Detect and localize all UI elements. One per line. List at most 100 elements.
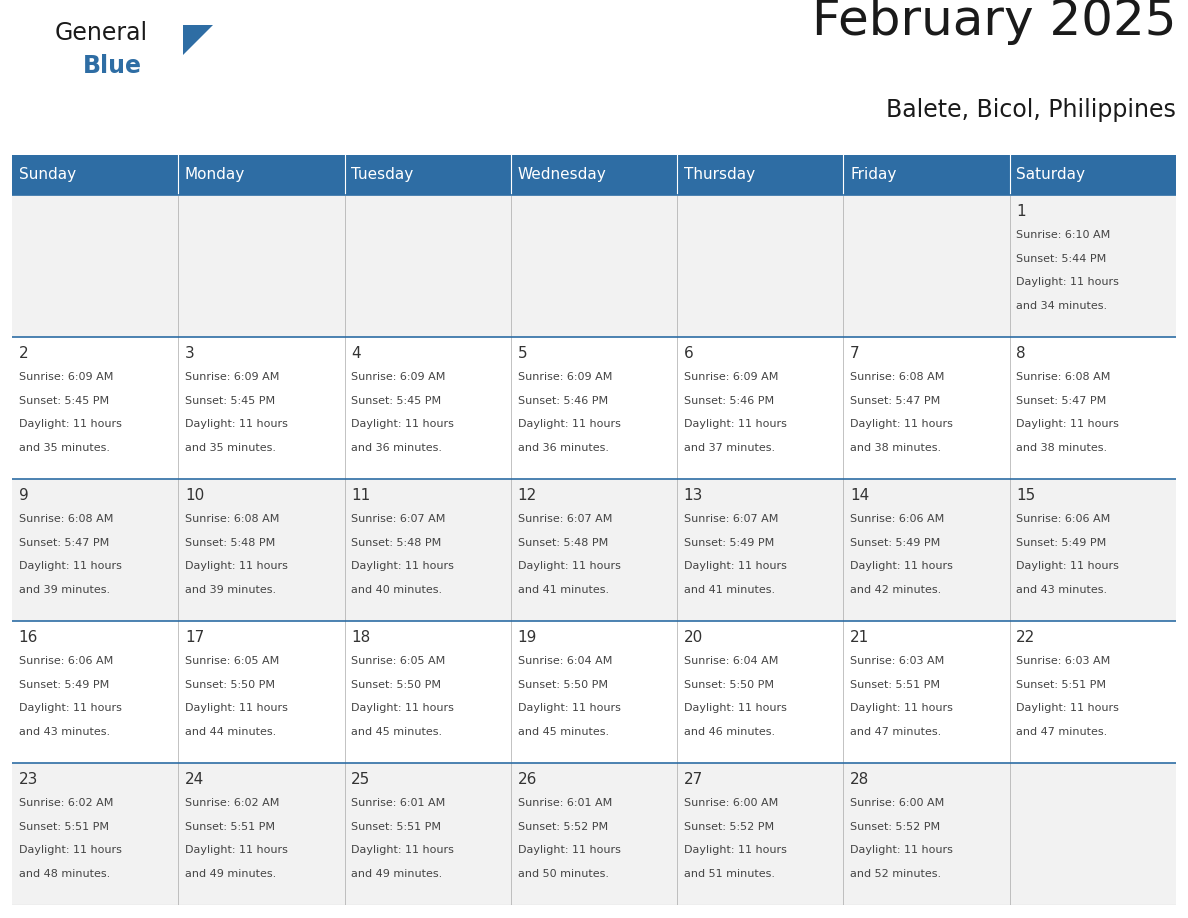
Text: Daylight: 11 hours: Daylight: 11 hours [19,562,121,571]
Text: Wednesday: Wednesday [518,167,606,183]
Text: 27: 27 [684,771,703,787]
Text: 16: 16 [19,630,38,644]
Text: Sunrise: 6:10 AM: Sunrise: 6:10 AM [1017,230,1111,241]
Text: Balete, Bicol, Philippines: Balete, Bicol, Philippines [886,98,1176,122]
Text: Sunrise: 6:05 AM: Sunrise: 6:05 AM [352,656,446,666]
Text: 6: 6 [684,345,694,361]
Text: 14: 14 [851,487,870,502]
Text: Saturday: Saturday [1017,167,1086,183]
Bar [12,337,1176,479]
Text: Daylight: 11 hours: Daylight: 11 hours [185,703,287,713]
Text: Sunrise: 6:07 AM: Sunrise: 6:07 AM [518,514,612,524]
Text: Sunset: 5:46 PM: Sunset: 5:46 PM [518,396,607,406]
Text: Daylight: 11 hours: Daylight: 11 hours [684,420,786,430]
Text: Sunrise: 6:02 AM: Sunrise: 6:02 AM [19,799,113,809]
Text: Daylight: 11 hours: Daylight: 11 hours [352,703,454,713]
Text: and 37 minutes.: and 37 minutes. [684,442,775,453]
Text: Daylight: 11 hours: Daylight: 11 hours [518,420,620,430]
Text: 7: 7 [851,345,860,361]
Text: and 45 minutes.: and 45 minutes. [518,727,608,737]
Text: Sunset: 5:47 PM: Sunset: 5:47 PM [851,396,941,406]
Text: Sunrise: 6:09 AM: Sunrise: 6:09 AM [19,373,113,383]
Text: Sunset: 5:49 PM: Sunset: 5:49 PM [684,538,775,548]
Text: Sunrise: 6:06 AM: Sunrise: 6:06 AM [1017,514,1111,524]
Text: Sunset: 5:51 PM: Sunset: 5:51 PM [185,822,274,832]
Text: Daylight: 11 hours: Daylight: 11 hours [19,420,121,430]
Text: Daylight: 11 hours: Daylight: 11 hours [185,562,287,571]
Text: Sunset: 5:49 PM: Sunset: 5:49 PM [1017,538,1106,548]
Text: and 44 minutes.: and 44 minutes. [185,727,276,737]
Text: Daylight: 11 hours: Daylight: 11 hours [1017,562,1119,571]
Text: Sunset: 5:50 PM: Sunset: 5:50 PM [352,680,441,690]
Text: Sunset: 5:52 PM: Sunset: 5:52 PM [684,822,773,832]
Text: 3: 3 [185,345,195,361]
Text: Daylight: 11 hours: Daylight: 11 hours [1017,420,1119,430]
Text: Sunrise: 6:01 AM: Sunrise: 6:01 AM [518,799,612,809]
Text: Sunset: 5:50 PM: Sunset: 5:50 PM [684,680,773,690]
Text: Sunset: 5:47 PM: Sunset: 5:47 PM [1017,396,1106,406]
Text: Sunset: 5:45 PM: Sunset: 5:45 PM [185,396,276,406]
Text: and 34 minutes.: and 34 minutes. [1017,301,1107,311]
Text: Daylight: 11 hours: Daylight: 11 hours [518,703,620,713]
Text: Sunset: 5:52 PM: Sunset: 5:52 PM [518,822,607,832]
Text: Monday: Monday [185,167,245,183]
Text: and 41 minutes.: and 41 minutes. [518,585,608,595]
Text: Daylight: 11 hours: Daylight: 11 hours [19,703,121,713]
Text: Sunrise: 6:09 AM: Sunrise: 6:09 AM [684,373,778,383]
Text: Daylight: 11 hours: Daylight: 11 hours [352,562,454,571]
Text: Daylight: 11 hours: Daylight: 11 hours [352,420,454,430]
Text: 4: 4 [352,345,361,361]
Text: and 43 minutes.: and 43 minutes. [1017,585,1107,595]
Text: 2: 2 [19,345,29,361]
Text: Tuesday: Tuesday [352,167,413,183]
Text: and 35 minutes.: and 35 minutes. [185,442,276,453]
Text: and 36 minutes.: and 36 minutes. [518,442,608,453]
Text: and 39 minutes.: and 39 minutes. [185,585,276,595]
Text: Sunrise: 6:00 AM: Sunrise: 6:00 AM [684,799,778,809]
Text: Sunset: 5:51 PM: Sunset: 5:51 PM [19,822,108,832]
Bar [345,155,511,195]
Text: and 39 minutes.: and 39 minutes. [19,585,109,595]
Text: and 43 minutes.: and 43 minutes. [19,727,109,737]
Text: and 42 minutes.: and 42 minutes. [851,585,941,595]
Text: Sunrise: 6:08 AM: Sunrise: 6:08 AM [185,514,279,524]
Text: Sunset: 5:44 PM: Sunset: 5:44 PM [1017,254,1106,264]
Text: Sunrise: 6:09 AM: Sunrise: 6:09 AM [518,373,612,383]
Text: and 51 minutes.: and 51 minutes. [684,868,775,879]
Text: Sunrise: 6:08 AM: Sunrise: 6:08 AM [19,514,113,524]
Text: and 35 minutes.: and 35 minutes. [19,442,109,453]
Text: 22: 22 [1017,630,1036,644]
Text: and 49 minutes.: and 49 minutes. [352,868,442,879]
Text: Blue: Blue [83,54,143,78]
Text: and 38 minutes.: and 38 minutes. [851,442,941,453]
Text: Daylight: 11 hours: Daylight: 11 hours [851,562,953,571]
Text: 19: 19 [518,630,537,644]
Text: Sunset: 5:50 PM: Sunset: 5:50 PM [518,680,607,690]
Text: and 52 minutes.: and 52 minutes. [851,868,941,879]
Text: Sunrise: 6:04 AM: Sunrise: 6:04 AM [684,656,778,666]
Text: Daylight: 11 hours: Daylight: 11 hours [518,845,620,856]
Text: Sunrise: 6:04 AM: Sunrise: 6:04 AM [518,656,612,666]
Bar [511,155,677,195]
Text: Sunrise: 6:00 AM: Sunrise: 6:00 AM [851,799,944,809]
Text: and 48 minutes.: and 48 minutes. [19,868,110,879]
Text: Sunset: 5:51 PM: Sunset: 5:51 PM [352,822,441,832]
Bar [12,621,1176,763]
Text: Daylight: 11 hours: Daylight: 11 hours [518,562,620,571]
Text: Daylight: 11 hours: Daylight: 11 hours [684,562,786,571]
Text: and 47 minutes.: and 47 minutes. [851,727,941,737]
Text: 25: 25 [352,771,371,787]
Text: 23: 23 [19,771,38,787]
Text: Sunrise: 6:06 AM: Sunrise: 6:06 AM [19,656,113,666]
Text: 18: 18 [352,630,371,644]
Text: and 38 minutes.: and 38 minutes. [1017,442,1107,453]
Text: and 47 minutes.: and 47 minutes. [1017,727,1107,737]
Text: Sunset: 5:45 PM: Sunset: 5:45 PM [352,396,442,406]
Text: Sunset: 5:51 PM: Sunset: 5:51 PM [851,680,940,690]
Text: 10: 10 [185,487,204,502]
Text: and 50 minutes.: and 50 minutes. [518,868,608,879]
Text: Sunrise: 6:07 AM: Sunrise: 6:07 AM [352,514,446,524]
Text: Sunrise: 6:09 AM: Sunrise: 6:09 AM [352,373,446,383]
Text: Sunrise: 6:05 AM: Sunrise: 6:05 AM [185,656,279,666]
Text: Daylight: 11 hours: Daylight: 11 hours [684,703,786,713]
